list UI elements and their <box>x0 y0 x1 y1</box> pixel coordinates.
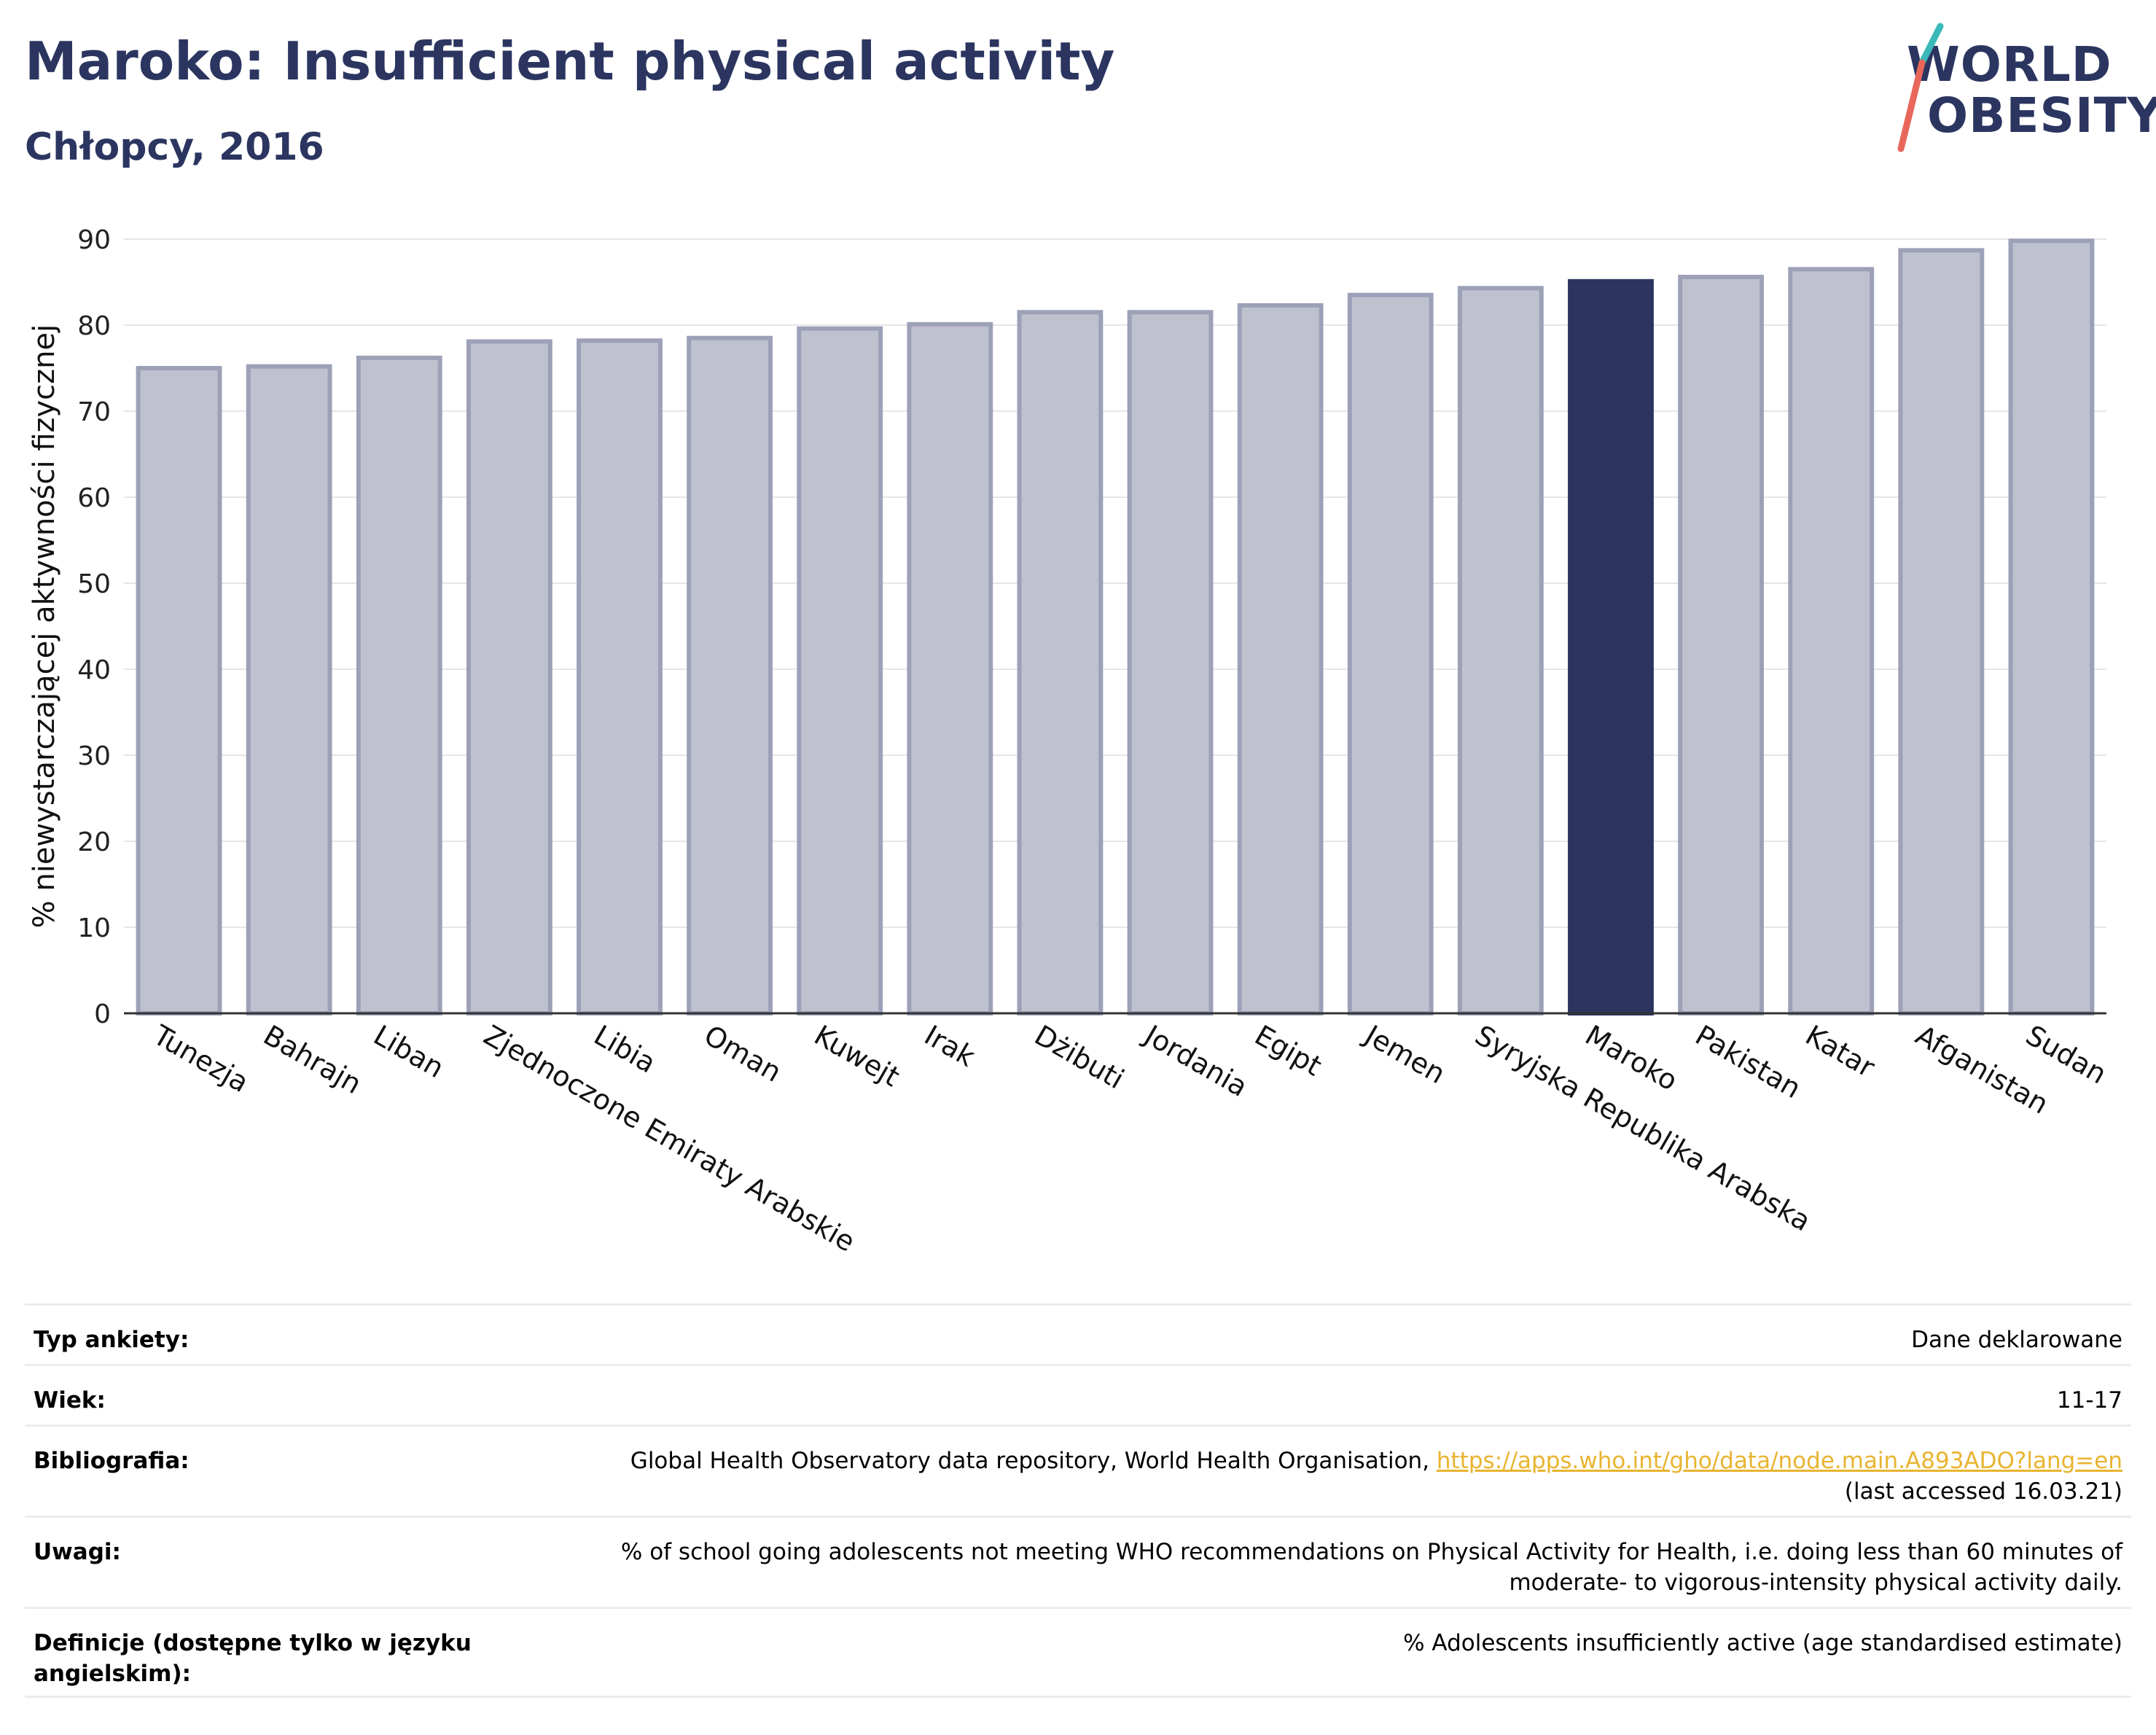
bar <box>1678 274 1765 1016</box>
y-tick-labels: 0 10 20 30 40 50 60 70 80 90 <box>77 225 111 1029</box>
x-tick-label: Libia <box>589 1019 662 1080</box>
x-tick-label: Dżibuti <box>1029 1019 1130 1096</box>
bar <box>1347 292 1434 1015</box>
info-row-survey-type: Typ ankiety: Dane deklarowane <box>25 1303 2131 1364</box>
y-tick-label: 20 <box>77 827 111 857</box>
bar <box>797 326 883 1016</box>
y-tick-label: 30 <box>77 741 111 771</box>
logo-line-2: OBESITY <box>1927 87 2156 144</box>
info-row-notes: Uwagi: % of school going adolescents not… <box>25 1516 2131 1607</box>
info-row-bibliography: Bibliografia: Global Health Observatory … <box>25 1424 2131 1516</box>
bar <box>1237 303 1324 1015</box>
info-value-survey-type: Dane deklarowane <box>1911 1327 2122 1353</box>
y-tick-label: 40 <box>77 655 111 685</box>
definitions-label-line-1: Definicje (dostępne tylko w języku <box>34 1630 472 1656</box>
bar-chart: 0 10 20 30 40 50 60 70 80 90 Tunezja Bahrajn Liban Z… <box>28 225 2112 1258</box>
info-value-definitions: % Adolescents insufficiently active (age… <box>1403 1630 2122 1656</box>
logo-slash-icon <box>1897 23 1944 152</box>
bar <box>687 335 773 1015</box>
y-tick-label: 90 <box>77 225 111 255</box>
x-tick-label: Jemen <box>1359 1018 1451 1091</box>
bar <box>1788 267 1875 1015</box>
info-table: Typ ankiety: Dane deklarowane Wiek: 11-1… <box>25 1303 2131 1698</box>
logo-line-1: WORLD <box>1907 36 2112 93</box>
bibliography-accessed: (last accessed 16.03.21) <box>1844 1478 2122 1505</box>
x-tick-labels: Tunezja Bahrajn Liban Zjednoczone Emiraty A… <box>147 1018 2112 1258</box>
info-value-notes: % of school going adolescents not meetin… <box>500 1537 2122 1607</box>
y-tick-label: 50 <box>77 569 111 599</box>
bibliography-link[interactable]: https://apps.who.int/gho/data/node.main.… <box>1436 1448 2122 1474</box>
x-tick-label: Egipt <box>1249 1019 1327 1083</box>
x-tick-label: Jordania <box>1138 1018 1253 1103</box>
y-tick-label: 70 <box>77 397 111 427</box>
bar <box>136 366 222 1015</box>
notes-line-1: % of school going adolescents not meetin… <box>620 1539 2122 1565</box>
y-tick-label: 60 <box>77 483 111 513</box>
bar <box>2008 238 2095 1015</box>
bar <box>1568 278 1654 1015</box>
bar <box>1457 286 1544 1015</box>
info-row-age: Wiek: 11-17 <box>25 1364 2131 1424</box>
y-tick-label: 0 <box>94 999 111 1029</box>
bar <box>577 338 663 1015</box>
notes-line-2: moderate- to vigorous-intensity physical… <box>1509 1570 2122 1596</box>
x-tick-label: Oman <box>699 1019 787 1088</box>
definitions-label-line-2: angielskim): <box>34 1661 192 1687</box>
x-tick-label: Liban <box>368 1019 449 1085</box>
x-tick-label: Sudan <box>2020 1019 2112 1091</box>
x-tick-label: Kuwejt <box>809 1019 905 1093</box>
y-tick-label: 80 <box>77 311 111 341</box>
info-label-survey-type: Typ ankiety: <box>34 1327 190 1353</box>
world-obesity-logo: WORLD OBESITY <box>1895 19 2156 157</box>
bar <box>1127 310 1214 1015</box>
x-tick-label: Irak <box>919 1019 980 1073</box>
info-label-age: Wiek: <box>34 1387 106 1414</box>
info-value-bibliography: Global Health Observatory data repositor… <box>500 1446 2122 1516</box>
bar <box>1017 310 1104 1015</box>
bars <box>136 238 2095 1016</box>
bibliography-text: Global Health Observatory data repositor… <box>630 1448 1437 1474</box>
x-tick-label: Katar <box>1800 1019 1880 1084</box>
bar <box>466 339 552 1016</box>
x-tick-label: Bahrajn <box>258 1019 367 1101</box>
bar <box>246 364 332 1015</box>
y-tick-label: 10 <box>77 913 111 943</box>
info-label-notes: Uwagi: <box>34 1539 121 1565</box>
chart-subtitle: Chłopcy, 2016 <box>25 125 324 169</box>
info-value-age: 11-17 <box>2056 1387 2122 1414</box>
bar <box>907 321 993 1015</box>
x-tick-label: Pakistan <box>1690 1019 1807 1105</box>
info-label-bibliography: Bibliografia: <box>34 1448 190 1474</box>
chart-title: Maroko: Insufficient physical activity <box>25 31 1115 92</box>
bar <box>356 355 442 1015</box>
info-row-definitions: Definicje (dostępne tylko w języku angie… <box>25 1607 2131 1698</box>
x-tick-label: Zjednoczone Emiraty Arabskie <box>478 1019 860 1258</box>
info-label-definitions: Definicje (dostępne tylko w języku angie… <box>34 1628 500 1696</box>
y-axis-label: % niewystarczającej aktywności fizycznej <box>28 324 61 929</box>
bar <box>1898 248 1985 1016</box>
gridlines <box>124 238 2106 928</box>
x-tick-label: Tunezja <box>147 1018 254 1099</box>
